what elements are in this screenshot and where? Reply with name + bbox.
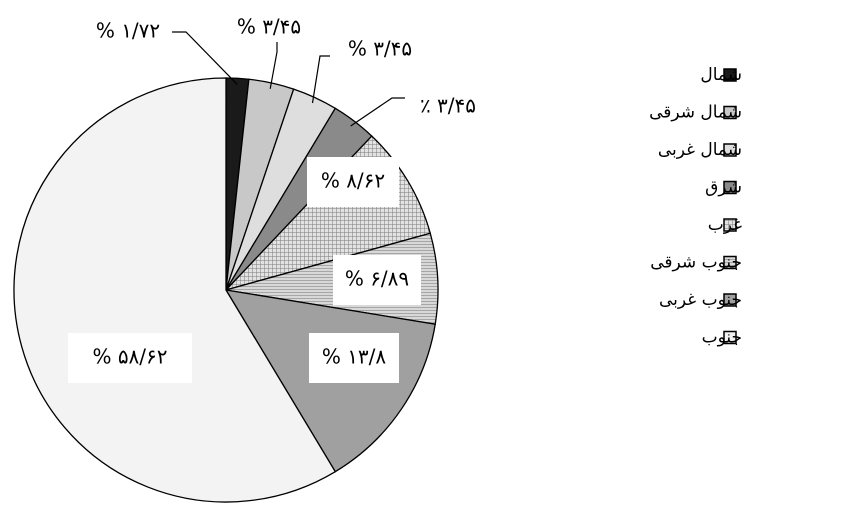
data-label-box-5 [307,157,399,207]
data-label-8: % ۵۸/۶۲ [92,345,167,369]
legend-label-7: جنوب غربی [659,290,742,310]
leader-lines [172,31,405,127]
legend-label-4: شرق [705,178,742,198]
data-label-4: ٪ ۳/۴۵ [420,94,476,118]
leader-line-4 [350,97,405,127]
legend-swatch-7 [723,293,737,307]
data-label-7: % ۱۳/۸ [322,345,387,369]
data-label-box-7 [309,333,399,383]
data-label-box-8 [68,333,192,383]
legend-label-1: شمال [700,65,742,85]
legend-swatch-5 [723,218,737,232]
legend-swatch-1 [723,68,737,82]
data-labels: % ۱/۷۲ % ۳/۴۵ % ۳/۴۵ ٪ ۳/۴۵ % ۸/۶۲ % ۶/۸۹ % ۱۳… [68,15,476,383]
legend-label-8: جنوب [702,328,742,348]
data-label-1: % ۱/۷۲ [96,19,160,43]
data-label-6: % ۶/۸۹ [345,267,409,291]
legend-swatch-6 [723,255,737,270]
data-label-2: % ۳/۴۵ [237,15,301,39]
pie-slice-8 [13,77,337,503]
data-label-5: % ۸/۶۲ [321,169,385,193]
legend-swatch-4 [723,180,737,195]
legend-label-2: شمال شرقی [649,103,742,123]
data-label-3: % ۳/۴۵ [348,37,412,61]
data-label-box-6 [333,255,421,305]
legend-label-6: جنوب شرقی [650,253,742,273]
leader-line-2 [269,42,278,89]
legend: شمال شمال شرقی شمال غربی شرق غرب جنوب شرقی جنو… [649,65,742,348]
legend-swatch-3 [723,143,737,157]
legend-label-3: شمال غربی [658,140,742,160]
legend-swatch-2 [723,105,737,120]
legend-swatch-8 [723,330,737,345]
leader-line-3 [311,55,330,104]
legend-label-5: غرب [708,215,742,235]
leader-line-1 [172,31,238,85]
